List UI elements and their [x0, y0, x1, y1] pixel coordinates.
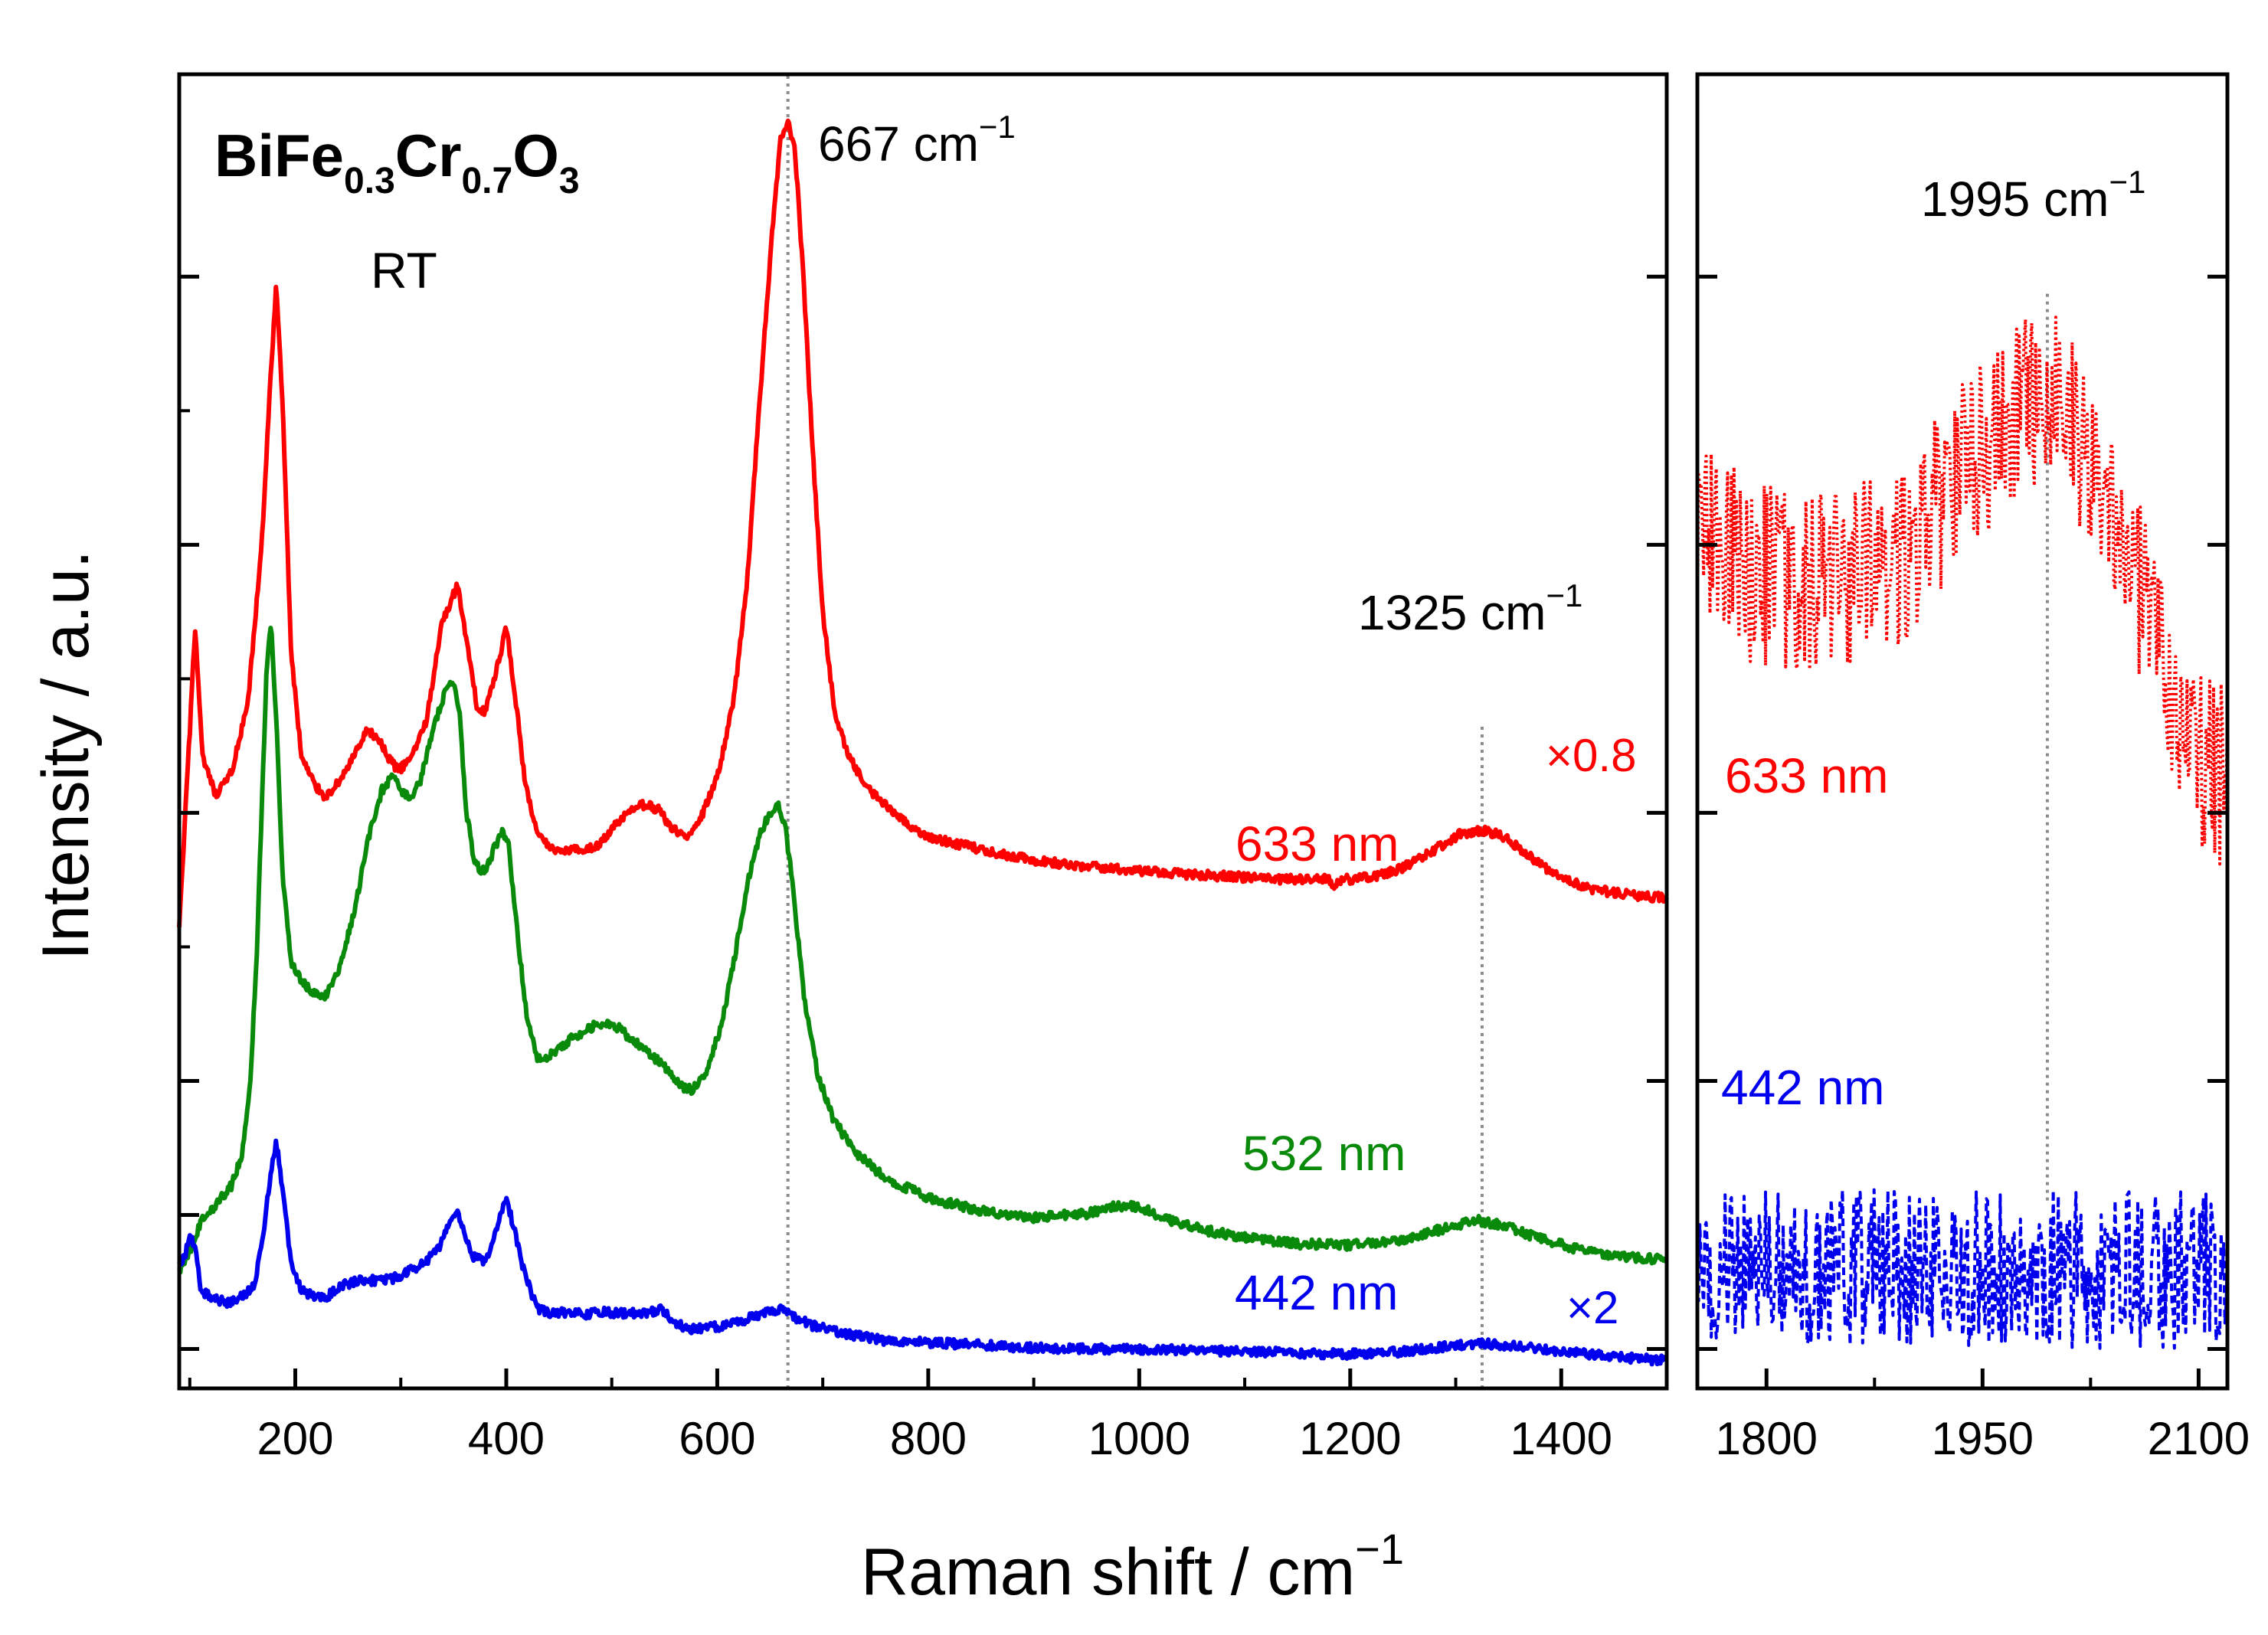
right-series-442nm: [1696, 1188, 2229, 1350]
right-plot-frame: [1695, 72, 2230, 1391]
series-label-633nm: 633 nm: [1235, 816, 1399, 871]
left-x-tick-label-1200: 1200: [1299, 1413, 1401, 1464]
series-label-442nm: 442 nm: [1235, 1265, 1398, 1320]
series-label-532nm: 532 nm: [1242, 1126, 1406, 1181]
y-axis-title: Intensity / a.u.: [29, 550, 103, 960]
left-series-442nm: [177, 1138, 1669, 1367]
left-x-tick-label-1000: 1000: [1088, 1413, 1190, 1464]
right-x-tick-label-1950: 1950: [1932, 1413, 2034, 1464]
compound-label: BiFe0.3Cr0.7O3: [214, 122, 580, 201]
annotation-1995: 1995 cm−1: [1921, 164, 2145, 227]
left-x-tick-label-800: 800: [890, 1413, 967, 1464]
left-plot-frame: [177, 72, 1669, 1391]
left-x-tick-label-1400: 1400: [1510, 1413, 1612, 1464]
x-axis-title: Raman shift / cm−1: [861, 1525, 1404, 1609]
left-series-532nm: [177, 626, 1669, 1275]
left-x-tick-label-600: 600: [679, 1413, 755, 1464]
annotation-667: 667 cm−1: [818, 109, 1016, 172]
scale-label-633nm: ×0.8: [1546, 730, 1636, 781]
right-panel: 1800 1950 2100 1995 cm−1 633 nm 442 nm: [1695, 72, 2250, 1464]
left-x-tick-label-400: 400: [468, 1413, 545, 1464]
right-series-label-442nm: 442 nm: [1721, 1060, 1884, 1115]
right-series-633nm: [1696, 316, 2229, 866]
right-series-label-633nm: 633 nm: [1725, 748, 1888, 803]
annotation-1325: 1325 cm−1: [1358, 577, 1582, 640]
condition-label: RT: [371, 242, 437, 299]
left-series-633nm: [177, 118, 1669, 928]
left-x-tick-label-200: 200: [257, 1413, 333, 1464]
right-x-tick-label-1800: 1800: [1716, 1413, 1818, 1464]
left-panel: 200 400 600 800 1000 1200 1400 BiFe0.3Cr0.7O3 …: [177, 72, 1669, 1464]
scale-label-442nm: ×2: [1566, 1282, 1618, 1333]
right-x-tick-label-2100: 2100: [2148, 1413, 2250, 1464]
